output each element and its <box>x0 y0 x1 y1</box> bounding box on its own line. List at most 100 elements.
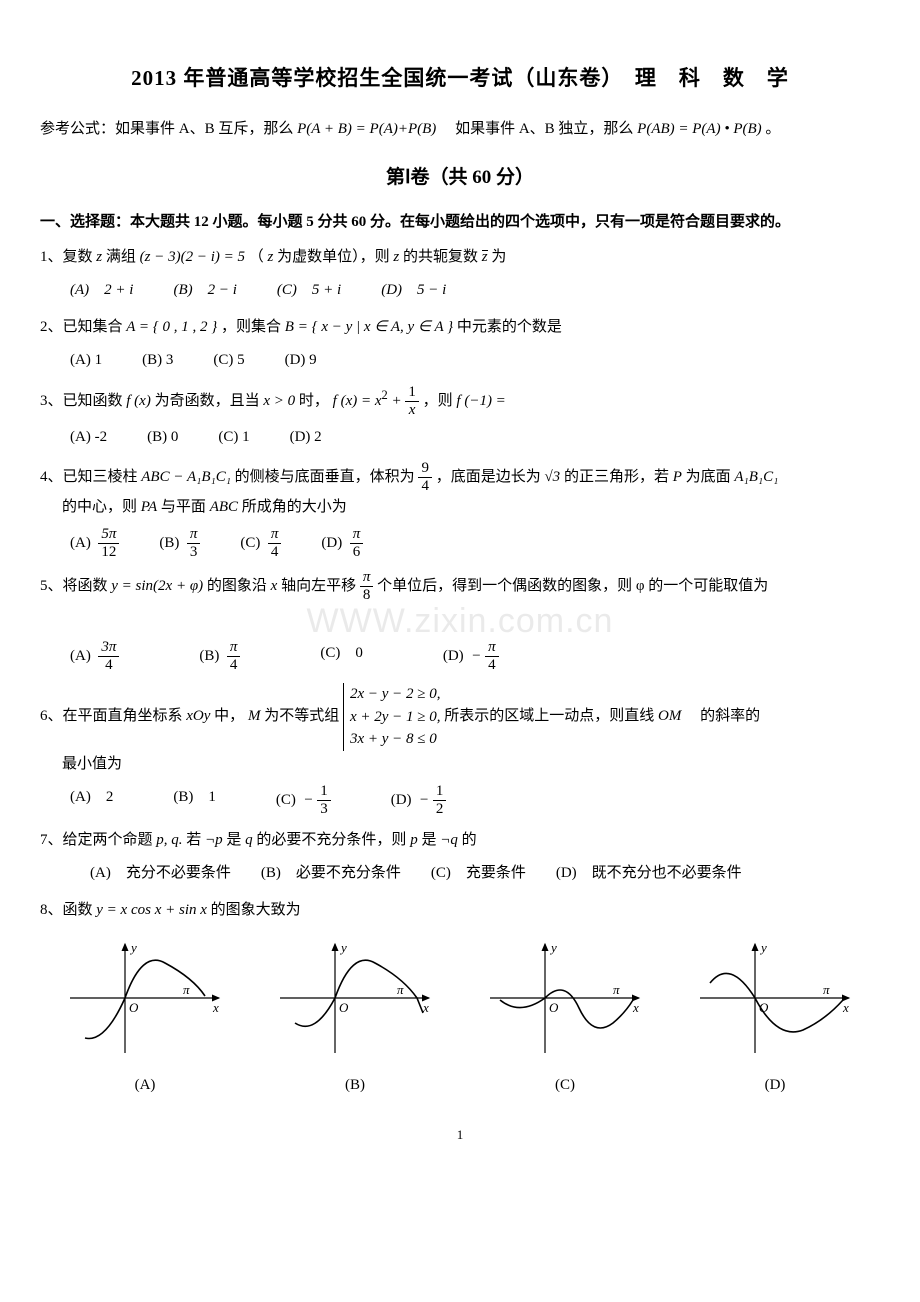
q7-suffix: 的 <box>462 832 477 848</box>
q8-label-d: (D) <box>695 1072 855 1099</box>
graph-d: yxOπ <box>695 938 855 1068</box>
q8-label-c: (C) <box>485 1072 645 1099</box>
q5-d-num: π <box>485 640 499 657</box>
q2-suffix: 中元素的个数是 <box>457 319 562 335</box>
q4-vol-den: 4 <box>418 478 432 494</box>
q5-a-num: 3π <box>98 640 119 657</box>
graph-svg-d: yxOπ <box>695 938 855 1058</box>
q8-graph-labels: (A) (B) (C) (D) <box>40 1072 880 1099</box>
svg-text:O: O <box>549 1000 559 1015</box>
q1-choice-d: (D) 5 − i <box>381 277 446 304</box>
q6-ineq2: x + 2y − 1 ≥ 0, <box>350 706 441 729</box>
svg-text:O: O <box>129 1000 139 1015</box>
q8-graphs: yxOπ yxOπ yxOπ yxOπ <box>40 938 880 1068</box>
q4-c-num: π <box>268 527 282 544</box>
graph-b: yxOπ <box>275 938 435 1068</box>
q4-choice-d: (D) π6 <box>321 527 363 560</box>
q3-plus: + <box>392 393 406 409</box>
page-title: 2013 年普通高等学校招生全国统一考试（山东卷） 理 科 数 学 <box>40 60 880 98</box>
q6-xoy: xOy <box>186 708 210 724</box>
q3-choice-b: (B) 0 <box>147 424 178 451</box>
q5-b-den: 4 <box>227 657 241 673</box>
q1-mid3: 为虚数单位），则 <box>277 249 393 265</box>
q4-prefix: 4、已知三棱柱 <box>40 469 141 485</box>
q3-choice-d: (D) 2 <box>290 424 322 451</box>
q7-pq: p, q. <box>156 832 182 848</box>
q4-a-label: (A) <box>70 535 91 551</box>
q7-mid2: 是 <box>226 832 245 848</box>
q4-mid1: 的侧棱与底面垂直，体积为 <box>235 469 419 485</box>
q3-choice-a: (A) -2 <box>70 424 107 451</box>
q6-d-num: 1 <box>433 784 447 801</box>
q4-vol-num: 9 <box>418 461 432 478</box>
q6-ineq3: 3x + y − 8 ≤ 0 <box>350 728 441 751</box>
q5-mid2: 轴向左平移 <box>281 578 360 594</box>
q6-line2: 最小值为 <box>62 756 122 772</box>
question-5: 5、将函数 y = sin(2x + φ) 的图象沿 x 轴向左平移 π 8 个… <box>40 570 880 603</box>
q5-a-den: 4 <box>98 657 119 673</box>
q6-mid1: 中， <box>214 708 244 724</box>
q3-prefix: 3、已知函数 <box>40 393 126 409</box>
q5-func: y = sin(2x + φ) <box>111 578 203 594</box>
q6-choice-d: (D) − 12 <box>391 784 447 817</box>
q2-choice-c: (C) 5 <box>213 347 244 374</box>
question-3: 3、已知函数 f (x) 为奇函数，且当 x > 0 时， f (x) = x2… <box>40 384 880 418</box>
section-title: 第Ⅰ卷（共 60 分） <box>40 161 880 195</box>
formula-note: 参考公式：如果事件 A、B 互斥，那么 P(A + B) = P(A)+P(B)… <box>40 116 880 143</box>
graph-svg-c: yxOπ <box>485 938 645 1058</box>
q5-mid1: 的图象沿 <box>207 578 271 594</box>
q3-choice-c: (C) 1 <box>218 424 249 451</box>
fn-mid: 如果事件 A、B 独立，那么 <box>440 121 637 137</box>
q2-choice-d: (D) 9 <box>285 347 317 374</box>
q1-text: 1、复数 <box>40 249 96 265</box>
question-4: 4、已知三棱柱 ABC − A₁B₁C₁ 的侧棱与底面垂直，体积为 9 4 ，底… <box>40 461 880 521</box>
q8-func: y = x cos x + sin x <box>96 902 207 918</box>
q6-mid4: 的斜率的 <box>685 708 760 724</box>
q2-prefix: 2、已知集合 <box>40 319 126 335</box>
q7-notq: ¬q <box>440 832 458 848</box>
q5-prefix: 5、将函数 <box>40 578 111 594</box>
q6-choices: (A) 2 (B) 1 (C) − 13 (D) − 12 <box>70 784 880 817</box>
q4-mid4: 为底面 <box>686 469 735 485</box>
q5-x: x <box>271 578 278 594</box>
question-2: 2、已知集合 A = { 0 , 1 , 2 } ，则集合 B = { x − … <box>40 314 880 341</box>
q6-prefix: 6、在平面直角坐标系 <box>40 708 186 724</box>
q1-zbar: z <box>482 250 488 265</box>
fn-suffix: 。 <box>765 121 780 137</box>
svg-text:O: O <box>759 1000 769 1015</box>
q4-a1b1c1: A₁B₁C₁ <box>734 469 778 485</box>
q6-d-den: 2 <box>433 801 447 817</box>
svg-text:π: π <box>613 982 620 997</box>
q3-eqleft: f (x) = x <box>333 393 382 409</box>
q5-shift-num: π <box>360 570 374 587</box>
svg-text:x: x <box>212 1000 219 1015</box>
q4-PA: PA <box>141 499 157 515</box>
svg-text:x: x <box>842 1000 849 1015</box>
svg-text:π: π <box>397 982 404 997</box>
q3-exp: 2 <box>382 388 388 402</box>
q3-fneg1: f (−1) = <box>456 393 505 409</box>
q5-d-prefix: − <box>471 648 481 664</box>
q2-choices: (A) 1 (B) 3 (C) 5 (D) 9 <box>70 347 880 374</box>
q3-cond: x > 0 <box>263 393 295 409</box>
graph-a: yxOπ <box>65 938 225 1068</box>
q4-P: P <box>673 469 682 485</box>
q6-c-num: 1 <box>317 784 331 801</box>
q4-a-num: 5π <box>98 527 119 544</box>
q7-mid3: 的必要不充分条件，则 <box>256 832 410 848</box>
q5-d-label: (D) <box>443 648 464 664</box>
q7-choice-c: (C) 充要条件 <box>431 860 526 887</box>
q7-notp: ¬p <box>205 832 223 848</box>
q2-mid: ，则集合 <box>221 319 285 335</box>
q4-d-num: π <box>350 527 364 544</box>
q5-suffix: 个单位后，得到一个偶函数的图象，则 φ 的一个可能取值为 <box>377 578 768 594</box>
q6-c-prefix: − <box>303 792 313 808</box>
q5-choices: (A) 3π4 (B) π4 (C) 0 (D) − π4 <box>70 640 880 673</box>
q7-choice-a: (A) 充分不必要条件 <box>90 860 231 887</box>
q5-choice-c: (C) 0 <box>320 640 363 673</box>
svg-text:O: O <box>339 1000 349 1015</box>
q3-choices: (A) -2 (B) 0 (C) 1 (D) 2 <box>70 424 880 451</box>
q4-a-den: 12 <box>98 544 119 560</box>
svg-text:y: y <box>129 940 137 955</box>
q4-prism: ABC − A₁B₁C₁ <box>141 469 231 485</box>
